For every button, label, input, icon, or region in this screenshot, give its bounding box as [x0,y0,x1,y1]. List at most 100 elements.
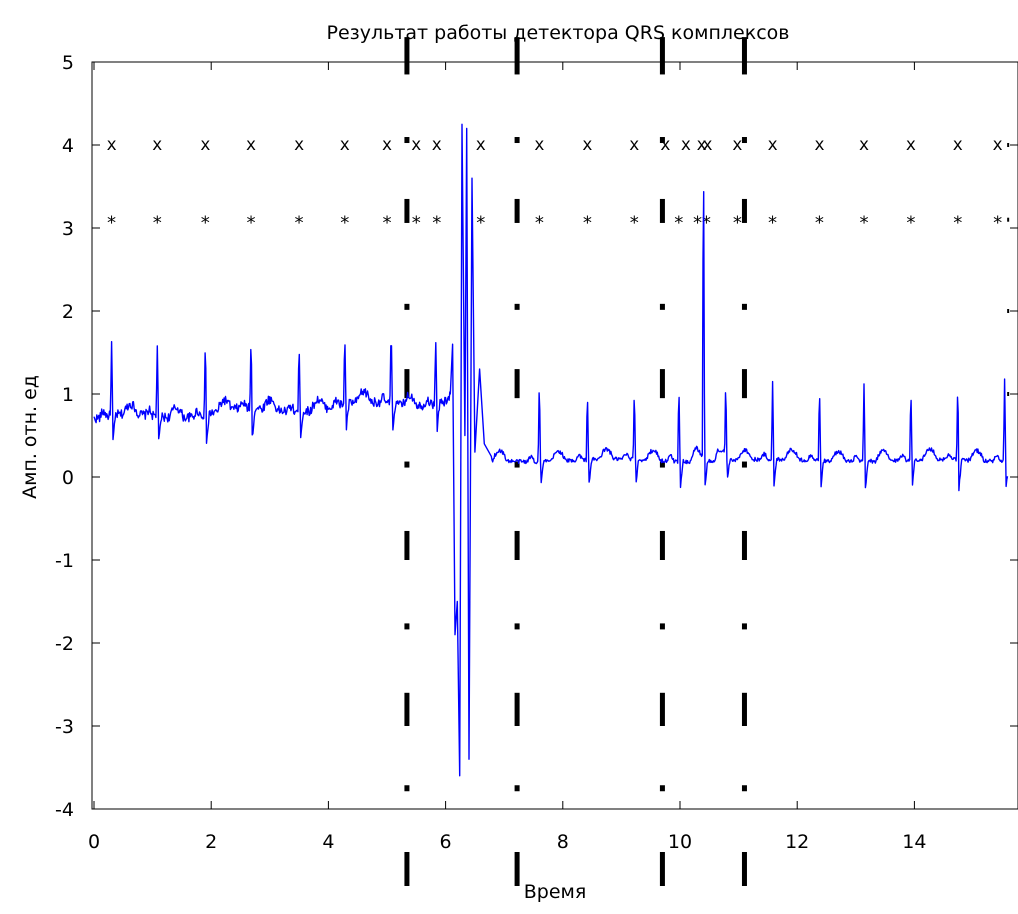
vertical-marker-dash [404,37,410,75]
x-tick-label: 2 [205,831,217,853]
vertical-marker-dot [659,785,665,792]
vertical-marker-dash [659,530,665,560]
x-marker: x [767,135,777,155]
x-marker: x [697,135,707,155]
star-marker: * [200,213,211,234]
vertical-marker-dash [741,530,747,560]
star-marker: * [992,213,1003,234]
y-tick-label: 2 [62,301,74,323]
vertical-marker-dash-below [514,852,520,886]
x-marker: x [906,135,916,155]
vertical-marker-dash [404,198,410,223]
detector-vertical-markers [404,37,1010,886]
star-marker: * [629,213,640,234]
vertical-marker-dot [404,623,410,630]
star-marker: * [106,213,117,234]
y-axis-label: Амп. отн. ед [19,375,41,499]
y-tick-label: 0 [62,467,74,489]
vertical-marker-dot [514,137,520,144]
star-marker: * [431,213,442,234]
vertical-marker-dot [1007,217,1010,222]
vertical-marker-dash [741,369,747,399]
x-axis-ticks: 0 2 4 6 8 10 12 14 [88,62,926,853]
x-tick-label: 14 [902,831,926,853]
x-tick-label: 4 [322,831,334,853]
vertical-marker-dash [741,37,747,75]
x-marker: x [992,135,1002,155]
star-marker: * [767,213,778,234]
x-tick-label: 8 [557,831,569,853]
vertical-marker-dot [514,461,520,468]
x-marker: x [432,135,442,155]
x-marker: x [294,135,304,155]
x-marker: x [732,135,742,155]
vertical-marker-dot [404,137,410,144]
vertical-marker-dot [659,303,665,310]
x-marker: x [534,135,544,155]
y-axis-ticks: -4 -3 -2 -1 0 1 2 3 4 5 [55,52,1018,821]
ecg-signal-series [93,123,1009,777]
star-marker: * [701,213,712,234]
vertical-marker-dot [1007,143,1010,147]
y-tick-label: -1 [55,550,74,572]
vertical-marker-dash-below [404,852,410,886]
x-marker: x [340,135,350,155]
y-tick-label: -3 [55,716,74,738]
x-marker: x [681,135,691,155]
y-tick-label: 1 [62,384,74,406]
x-marker: x [152,135,162,155]
vertical-marker-dash [659,369,665,399]
vertical-marker-dash-below [659,852,665,886]
x-tick-label: 12 [785,831,809,853]
x-marker: x [859,135,869,155]
y-tick-label: -2 [55,633,74,655]
vertical-marker-dot [1007,392,1010,396]
vertical-marker-dot [741,461,747,468]
vertical-marker-dash [659,692,665,726]
star-marker: * [952,213,963,234]
y-tick-label: 3 [62,218,74,240]
vertical-marker-dot [404,785,410,792]
star-marker: * [673,213,684,234]
x-tick-label: 0 [88,831,100,853]
vertical-marker-dash [659,37,665,75]
vertical-marker-dash [514,692,520,726]
vertical-marker-dot [659,137,665,144]
star-marker: * [814,213,825,234]
x-marker: x [411,135,421,155]
vertical-marker-dot [741,623,747,630]
y-tick-label: 4 [62,135,74,157]
x-marker: x [814,135,824,155]
star-marker: * [859,213,870,234]
vertical-marker-dot [514,785,520,792]
vertical-marker-dot [659,623,665,630]
vertical-marker-dot [404,303,410,310]
x-marker: x [106,135,116,155]
star-marker: * [339,213,350,234]
vertical-marker-dot [741,303,747,310]
x-marker: x [660,135,670,155]
vertical-marker-dot [1007,309,1010,313]
ecg-signal-line [93,123,1009,777]
vertical-marker-dot [404,461,410,468]
vertical-marker-dash [659,198,665,223]
x-tick-label: 10 [668,831,692,853]
chart-title: Результат работы детектора QRS комплексо… [327,22,790,44]
vertical-marker-dash [514,37,520,75]
x-tick-label: 6 [440,831,452,853]
vertical-marker-dot [659,461,665,468]
y-tick-label: -4 [55,799,74,821]
detector-marker-rows: x x x x x x x x x x x x x x x xx x x x x x x x* * * * * * * * * * * * * * **… [106,135,1003,234]
star-marker: * [534,213,545,234]
y-tick-label: 5 [62,52,74,74]
vertical-marker-dash [514,530,520,560]
vertical-marker-dash [514,198,520,223]
vertical-marker-dash [741,692,747,726]
star-marker: * [382,213,393,234]
vertical-marker-dot [514,623,520,630]
x-marker: x [953,135,963,155]
x-marker: x [382,135,392,155]
x-marker: x [246,135,256,155]
vertical-marker-dash [741,198,747,223]
